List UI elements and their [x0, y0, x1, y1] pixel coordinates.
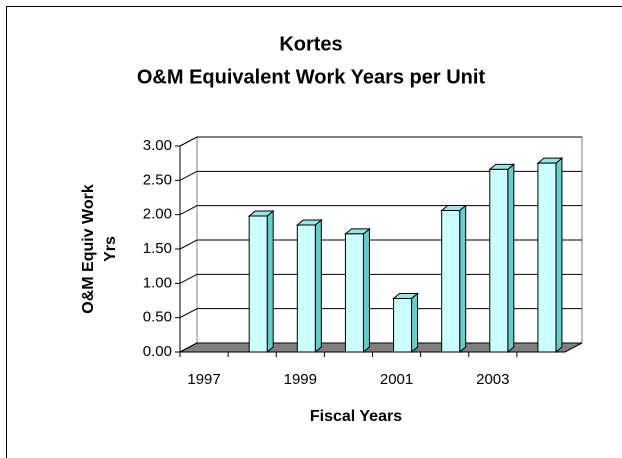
y-axis-title: O&M Equiv Work Yrs	[80, 184, 119, 314]
bar-side	[459, 204, 467, 354]
chart-title: Kortes	[279, 33, 342, 55]
floor	[179, 342, 583, 353]
bar	[536, 157, 564, 354]
bar	[392, 292, 419, 354]
bar-front	[537, 162, 557, 353]
bar	[247, 209, 275, 354]
y-tick-label: 3.00	[143, 137, 172, 154]
y-axis-title-line: O&M Equiv Work	[80, 184, 97, 314]
x-tick-label: 2001	[380, 371, 413, 388]
y-tick-label: 2.00	[143, 206, 172, 223]
grid-line	[179, 170, 582, 181]
y-tick-label: 0.00	[143, 343, 172, 360]
bar-side	[266, 209, 274, 354]
x-tick-label: 1999	[284, 371, 317, 388]
bar	[488, 163, 516, 354]
y-tick-label: 1.00	[143, 274, 172, 291]
x-tick-label: 2003	[476, 371, 509, 388]
x-axis-title: Fiscal Years	[310, 408, 402, 425]
bar	[295, 218, 323, 354]
bar-side	[362, 227, 370, 354]
bar-front	[248, 215, 268, 353]
bar-front	[393, 297, 413, 353]
chart-subtitle: O&M Equivalent Work Years per Unit	[137, 66, 486, 88]
y-tick-label: 0.50	[143, 309, 172, 326]
bar-side	[507, 163, 515, 354]
y-axis-title-line: Yrs	[102, 236, 119, 262]
bar-front	[344, 233, 364, 353]
y-tick-label: 2.50	[143, 171, 172, 188]
bar-front	[489, 168, 509, 353]
bar	[440, 204, 468, 354]
bar	[344, 227, 371, 354]
grid-line	[179, 136, 582, 147]
bar-side	[314, 218, 322, 354]
bar-side	[555, 157, 563, 354]
y-tick-label: 1.50	[143, 240, 172, 257]
bar-side	[411, 292, 419, 354]
x-tick-label: 1997	[187, 371, 220, 388]
bar-front	[441, 210, 461, 353]
bar-front	[296, 224, 316, 353]
